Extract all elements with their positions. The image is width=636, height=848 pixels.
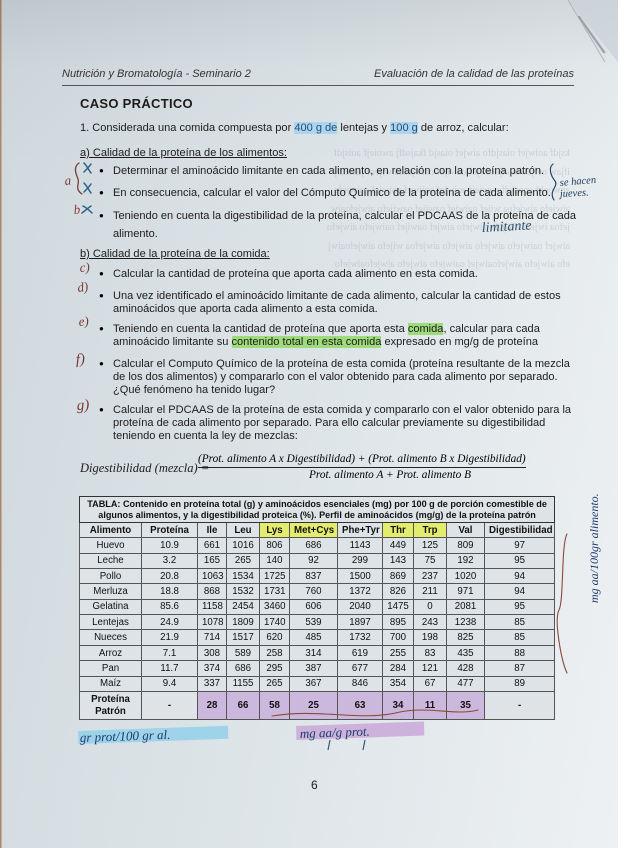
svg-text:mg aa/g prot.: mg aa/g prot. — [300, 724, 370, 741]
svg-text:e): e) — [78, 313, 89, 329]
svg-text:f): f) — [75, 352, 85, 368]
svg-text:c): c) — [79, 259, 90, 275]
svg-text:mg aa/100gr alimento.: mg aa/100gr alimento. — [587, 493, 601, 603]
svg-text:gr prot/100 gr al.: gr prot/100 gr al. — [80, 727, 171, 745]
svg-text:d): d) — [76, 279, 89, 295]
svg-text:g): g) — [76, 397, 89, 414]
svg-text:a: a — [64, 172, 73, 188]
svg-text:b: b — [73, 202, 81, 217]
